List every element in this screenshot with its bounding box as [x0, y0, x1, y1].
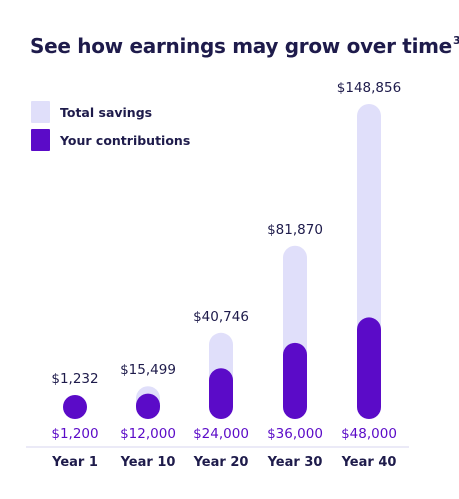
legend: Total savings Your contributions	[31, 101, 190, 157]
bar-your-contributions	[357, 317, 381, 419]
x-tick-label: Year 20	[193, 455, 249, 470]
legend-label-total-savings: Total savings	[60, 104, 153, 120]
x-tick-label: Year 1	[51, 455, 98, 470]
chart-title-text: See how earnings may grow over time	[30, 34, 452, 58]
contribution-value-label: $1,200	[51, 426, 98, 442]
legend-item-your-contributions: Your contributions	[31, 129, 190, 151]
x-tick-label: Year 10	[120, 455, 176, 470]
total-savings-value-label: $148,856	[337, 80, 401, 96]
bar-your-contributions	[209, 368, 233, 419]
contribution-value-label: $36,000	[267, 426, 323, 442]
bar-group: $81,870 $36,000 Year 30	[267, 222, 323, 470]
legend-swatch-your-contributions	[31, 129, 50, 151]
legend-item-total-savings: Total savings	[31, 101, 190, 123]
bar-your-contributions	[63, 395, 87, 419]
contribution-value-label: $12,000	[120, 426, 176, 442]
contribution-value-label: $24,000	[193, 426, 249, 442]
bar-your-contributions	[283, 342, 307, 419]
bar-group: $1,232 $1,200 Year 1	[51, 371, 99, 470]
total-savings-value-label: $40,746	[193, 309, 249, 325]
bar-group: $15,499 $12,000 Year 10	[120, 362, 176, 470]
total-savings-value-label: $1,232	[51, 371, 98, 387]
legend-swatch-total-savings	[31, 101, 50, 123]
total-savings-value-label: $81,870	[267, 222, 323, 238]
total-savings-value-label: $15,499	[120, 362, 176, 378]
x-tick-label: Year 30	[267, 455, 323, 470]
x-tick-label: Year 40	[341, 455, 397, 470]
legend-label-your-contributions: Your contributions	[60, 132, 191, 148]
bar-your-contributions	[136, 393, 160, 419]
contribution-value-label: $48,000	[341, 426, 397, 442]
bar-group: $148,856 $48,000 Year 40	[337, 80, 401, 470]
chart-title: See how earnings may grow over time3	[30, 34, 459, 58]
bar-group: $40,746 $24,000 Year 20	[193, 309, 249, 470]
title-footnote-marker: 3	[452, 34, 459, 47]
